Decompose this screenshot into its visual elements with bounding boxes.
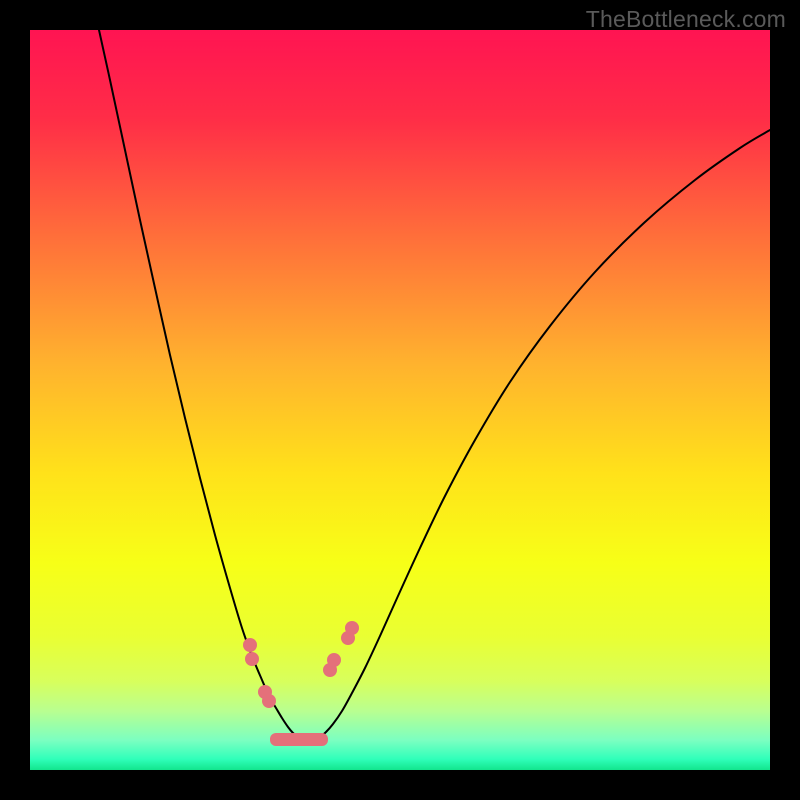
watermark-text: TheBottleneck.com <box>586 6 786 33</box>
bead <box>262 694 276 708</box>
curve-flat-band <box>270 733 328 746</box>
bead <box>327 653 341 667</box>
bead <box>243 638 257 652</box>
chart-svg <box>30 30 770 770</box>
chart-frame: TheBottleneck.com <box>0 0 800 800</box>
bead <box>345 621 359 635</box>
plot-area <box>30 30 770 770</box>
bead <box>245 652 259 666</box>
gradient-background <box>30 30 770 770</box>
